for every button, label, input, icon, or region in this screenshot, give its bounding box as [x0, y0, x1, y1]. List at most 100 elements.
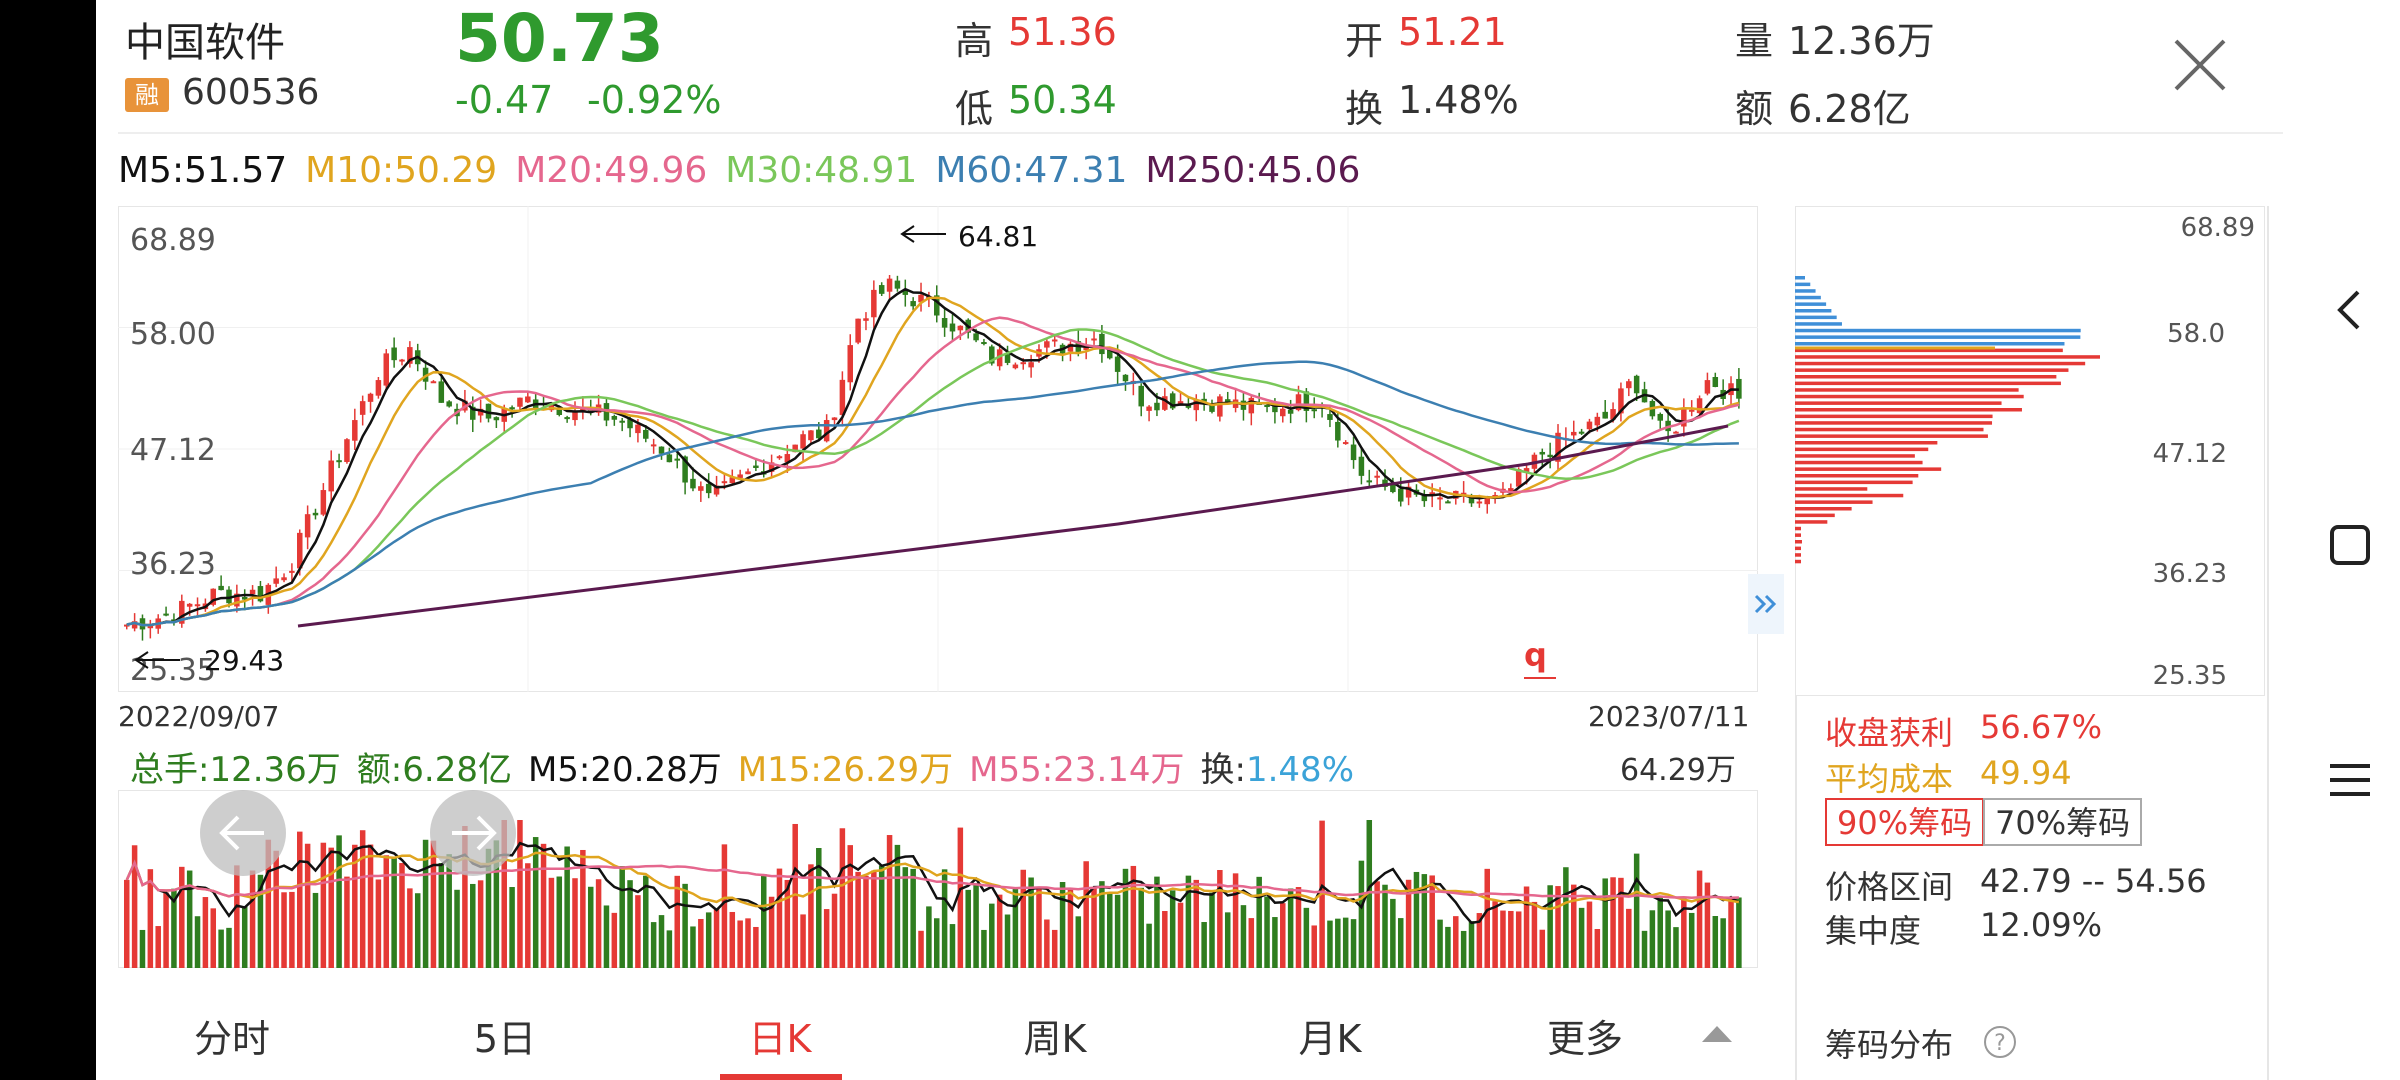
amount-label: 额: [1735, 87, 1774, 131]
candle-body: [902, 290, 909, 295]
volume-bar: [1217, 870, 1223, 968]
candle-body: [949, 323, 956, 332]
candle-body: [941, 318, 948, 328]
volume-bar: [1405, 879, 1412, 968]
volume-bar: [344, 876, 350, 968]
candle-body: [1020, 362, 1027, 365]
volume-chart[interactable]: [118, 790, 1758, 968]
scroll-right-button[interactable]: [430, 790, 516, 876]
candle-body: [776, 456, 783, 459]
candle-body: [493, 417, 500, 421]
volume-bar: [462, 825, 468, 968]
volume-bar: [1688, 912, 1695, 968]
high-value: 51.36: [1008, 10, 1117, 54]
candle-body: [194, 604, 201, 607]
volume-bar: [336, 835, 342, 968]
tab-more[interactable]: 更多: [1546, 1017, 1623, 1061]
volume-bar: [391, 857, 397, 968]
candle-body: [816, 429, 822, 439]
chip-bar: [1795, 447, 1929, 452]
tab-5day[interactable]: 5日: [473, 1017, 537, 1061]
volume-bar: [477, 880, 484, 968]
volume-bar: [1295, 887, 1302, 968]
volume-bar: [1240, 905, 1247, 968]
volume-bar: [1083, 861, 1089, 968]
candle-body: [359, 401, 366, 415]
candle-body: [407, 347, 413, 364]
tab-intraday[interactable]: 分时: [193, 1017, 270, 1061]
candle-body: [1657, 413, 1663, 421]
ma60-line: [126, 360, 1739, 627]
candle-body: [1193, 399, 1200, 411]
volume-bar: [556, 876, 563, 968]
volume-bar: [257, 874, 264, 968]
chip-90-button[interactable]: 90%筹码: [1825, 798, 1985, 846]
candle-body: [1099, 333, 1105, 355]
turnover-label: 换: [1345, 87, 1384, 131]
candle-body: [281, 577, 287, 581]
kline-chart[interactable]: 68.89 58.00 47.12 36.23 25.35 64.81 29.4…: [118, 206, 1758, 692]
volume-bar: [1075, 916, 1082, 968]
volume-bar: [155, 926, 161, 968]
candle-body: [328, 460, 334, 492]
svg-text:?: ?: [1994, 1031, 2006, 1056]
volume-bar: [587, 886, 594, 968]
price-change: -0.47: [455, 78, 554, 122]
candle-body: [745, 471, 751, 475]
candle-body: [1051, 339, 1058, 342]
volume-bar: [611, 912, 618, 968]
volume-bar: [540, 843, 547, 968]
chip-70-button[interactable]: 70%筹码: [1983, 798, 2143, 846]
avg-cost-label: 平均成本: [1825, 760, 1954, 798]
volume-bar: [163, 892, 169, 968]
candle-body: [635, 424, 641, 434]
triangle-up-icon[interactable]: [1700, 1024, 1734, 1044]
expand-panel-button[interactable]: [1748, 574, 1784, 634]
candle-body: [186, 603, 193, 607]
volume-bar: [800, 914, 806, 968]
volume-bar: [1633, 853, 1640, 968]
volume-bar: [713, 908, 720, 968]
candle-body: [1272, 403, 1278, 413]
volume-bar: [973, 883, 979, 968]
volume-bar: [1272, 917, 1278, 968]
vol-m5: M5:20.28万: [527, 750, 722, 790]
candle-body: [1626, 381, 1632, 389]
candle-body: [831, 417, 838, 421]
volume-bar: [249, 870, 256, 968]
candle-body: [784, 454, 791, 463]
kline-ma-lines: [126, 287, 1740, 628]
volume-bar: [894, 844, 901, 968]
candle-body: [438, 381, 445, 403]
ma20-value: M20:49.96: [515, 150, 708, 191]
volume-bar: [658, 915, 665, 968]
candle-body: [391, 347, 397, 361]
candle-body: [556, 409, 563, 415]
volume-bar: [1130, 865, 1137, 968]
volume-bar: [1665, 910, 1671, 968]
tab-weekly-k[interactable]: 周K: [1023, 1017, 1087, 1061]
volume-bar: [1248, 918, 1255, 968]
candle-body: [1704, 380, 1711, 394]
volume-bar: [1280, 903, 1286, 968]
back-icon[interactable]: [2320, 280, 2380, 340]
candle-body: [147, 624, 154, 629]
volume-bar: [304, 843, 311, 968]
close-icon[interactable]: [2170, 35, 2230, 95]
tab-monthly-k[interactable]: 月K: [1298, 1017, 1362, 1061]
help-icon[interactable]: ?: [1982, 1024, 2018, 1060]
volume-bar: [886, 835, 893, 968]
tab-daily-k[interactable]: 日K: [748, 1017, 812, 1061]
volume-bar: [1264, 896, 1270, 968]
volume-bar: [1036, 888, 1042, 968]
scroll-left-button[interactable]: [200, 790, 286, 876]
menu-icon[interactable]: [2320, 750, 2380, 810]
volume-bar: [996, 894, 1003, 968]
home-icon[interactable]: [2320, 515, 2380, 575]
candle-body: [894, 280, 901, 289]
candle-body: [1044, 341, 1050, 348]
volume-bar: [643, 875, 649, 968]
volume-bar: [1500, 910, 1506, 968]
candle-body: [249, 589, 256, 595]
volume-bar: [454, 889, 460, 968]
